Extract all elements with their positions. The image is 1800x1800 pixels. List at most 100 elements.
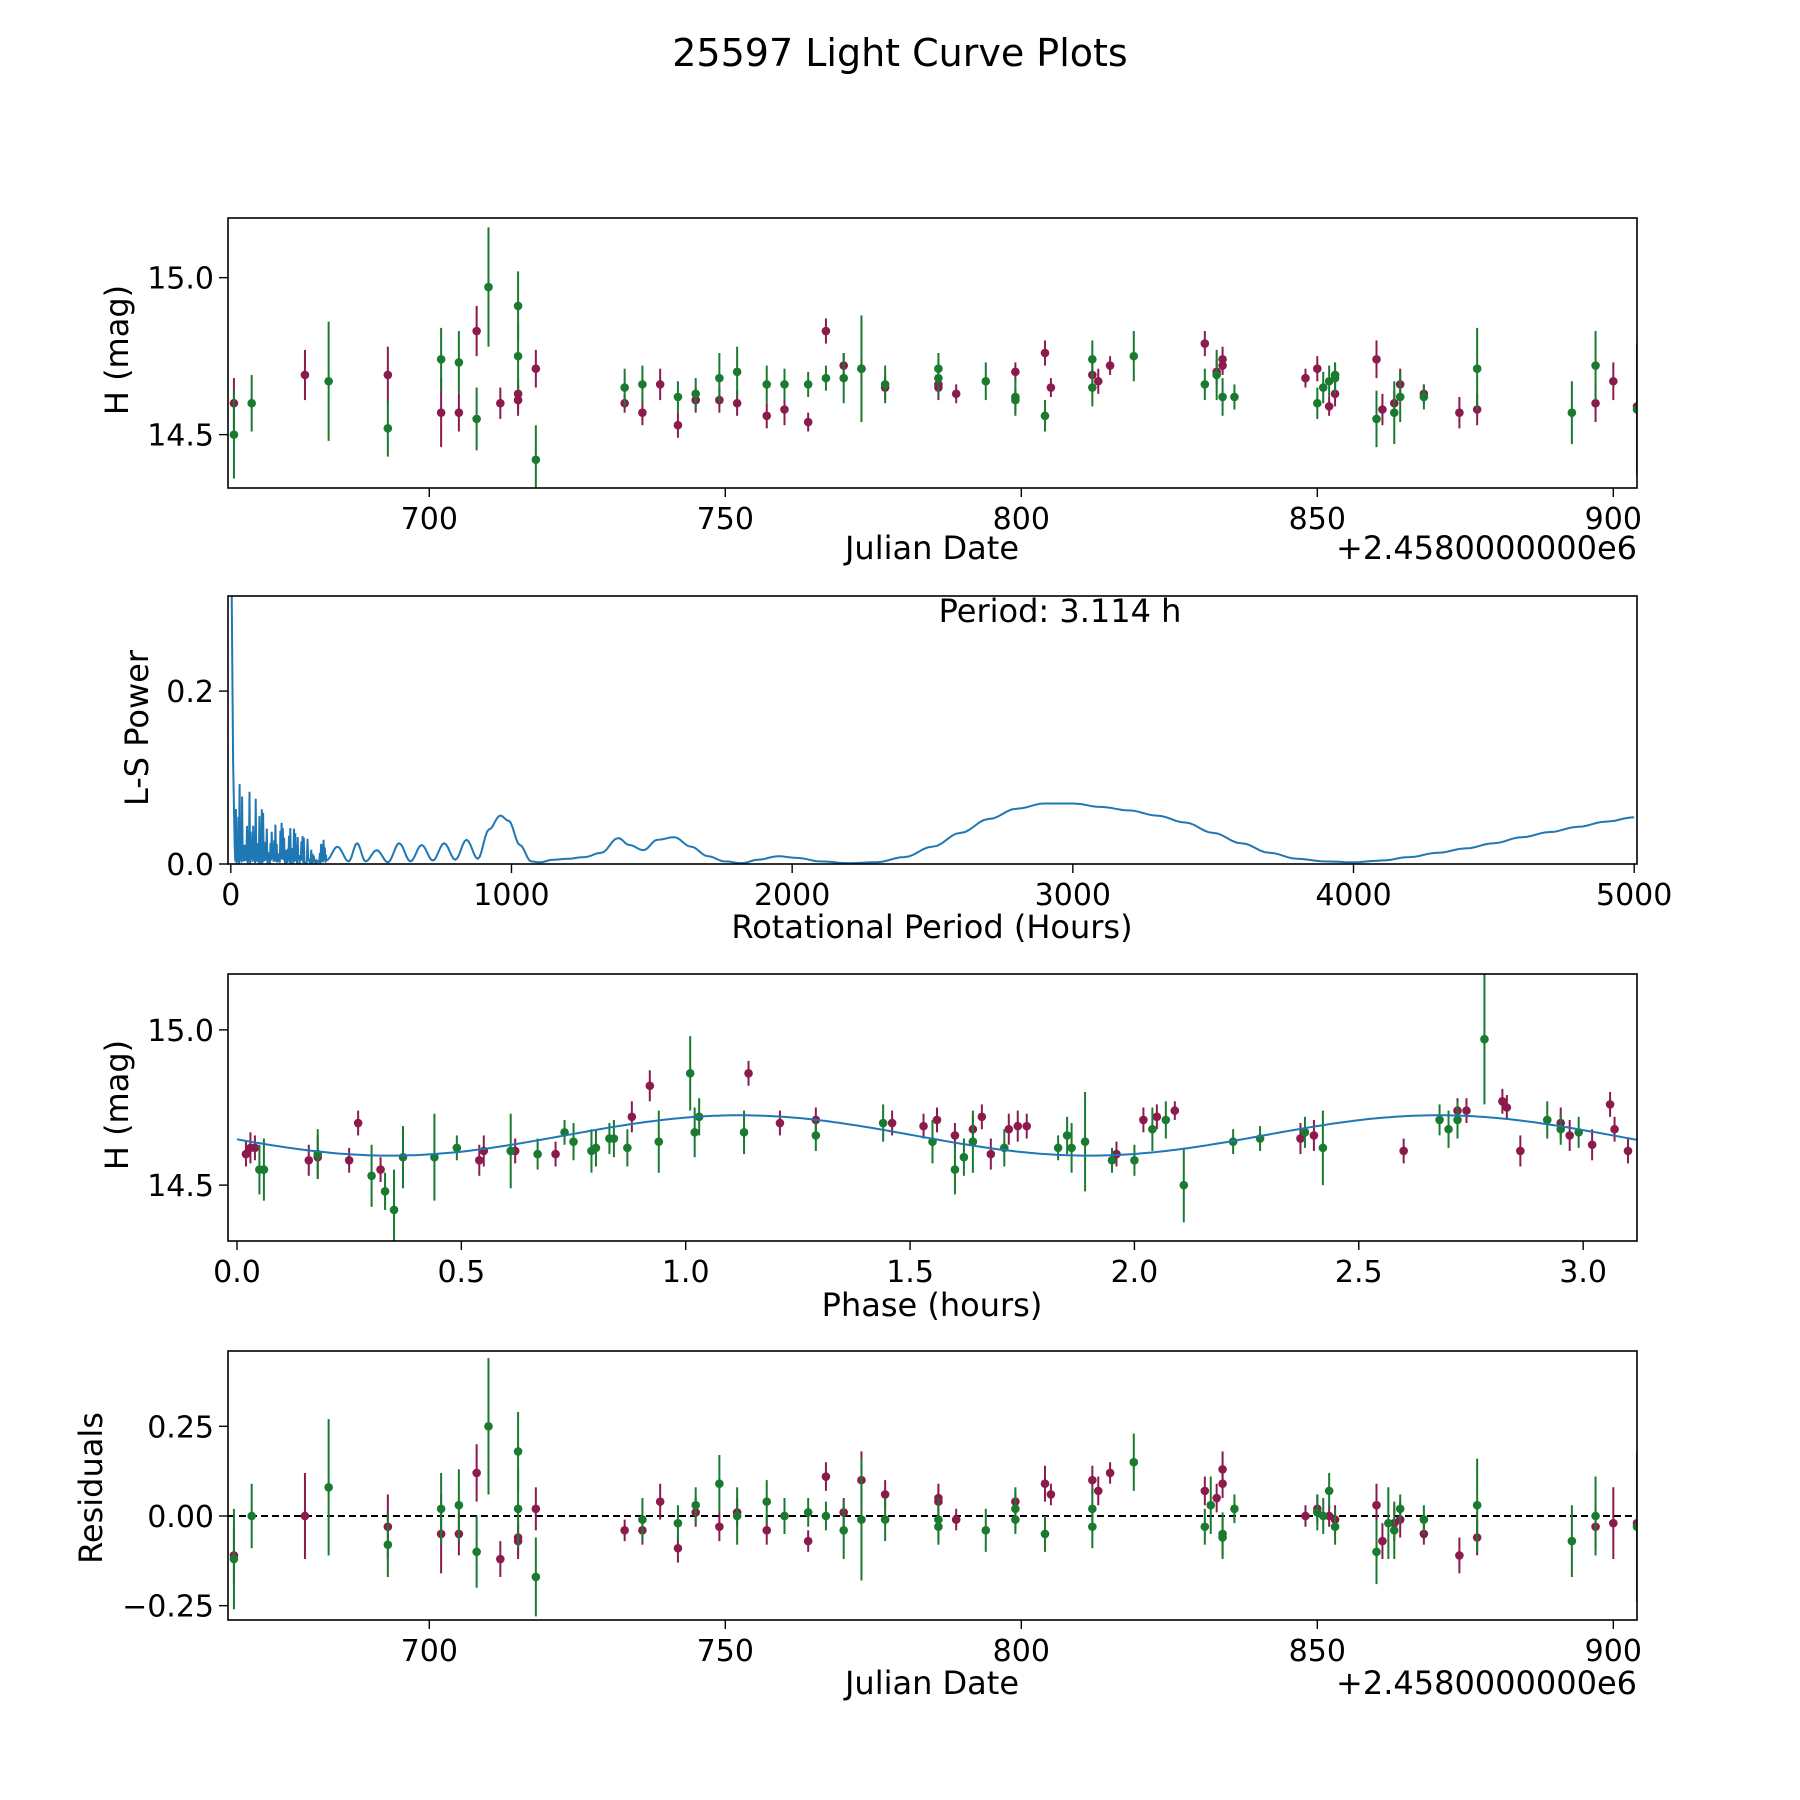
panel-phased: H (mag) Phase (hours) 0.0 0.5 1.0 1.5 2.0 2.5… (98, 973, 1638, 1324)
residuals-point-band_a (1455, 1551, 1464, 1560)
phased-point-band_a (950, 1131, 960, 1140)
lightcurve-ytick-label: 15.0 (147, 262, 214, 297)
periodogram-power-line (230, 596, 1635, 864)
lightcurve-point-band_b (1330, 370, 1340, 380)
lightcurve-point-band_b (1230, 392, 1239, 402)
phased-xlabel: Phase (hours) (822, 1286, 1043, 1324)
phased-point-band_b (685, 1069, 695, 1078)
phased-point-band_b (1300, 1128, 1310, 1137)
lightcurve-point-band_b (1129, 351, 1139, 361)
residuals-point-band_a (1378, 1536, 1387, 1546)
phased-point-band_b (1542, 1115, 1552, 1125)
lightcurve-point-band_b (715, 373, 724, 383)
lightcurve-point-band_a (1324, 402, 1334, 411)
residuals-point-band_a (1212, 1493, 1221, 1503)
periodogram-plot-frame (227, 595, 1638, 865)
phased-point-band_a (353, 1118, 363, 1128)
residuals-point-band_b (229, 1554, 239, 1564)
residuals-point-band_b (803, 1508, 813, 1517)
phased-ytick-label: 14.5 (147, 1169, 214, 1204)
phased-model-curve (236, 1114, 1638, 1157)
lightcurve-point-band_b (1419, 392, 1429, 402)
phased-point-band_a (1587, 1140, 1597, 1150)
lightcurve-point-band_a (1011, 367, 1020, 377)
residuals-point-band_b (1632, 1522, 1637, 1532)
lightcurve-point-band_b (1200, 380, 1210, 389)
lightcurve-point-band_a (673, 420, 683, 430)
residuals-point-band_b (981, 1526, 991, 1535)
lightcurve-point-band_b (229, 430, 239, 439)
lightcurve-point-band_a (454, 408, 464, 417)
lightcurve-point-band_b (324, 376, 333, 386)
residuals-point-band_a (1046, 1490, 1056, 1499)
lightcurve-point-band_b (1088, 354, 1097, 364)
phased-point-band_a (1309, 1131, 1319, 1140)
phased-points-layer (241, 974, 1633, 1241)
residuals-point-band_b (1088, 1522, 1097, 1532)
periodogram-xtick-label: 3000 (1035, 878, 1111, 913)
lightcurve-point-band_b (484, 282, 493, 292)
lightcurve-point-band_a (1372, 354, 1381, 364)
residuals-point-band_a (1372, 1500, 1381, 1510)
lightcurve-point-band_b (513, 301, 523, 311)
residuals-point-band_b (1395, 1504, 1405, 1514)
periodogram-xtick-label: 4000 (1315, 878, 1391, 913)
phased-point-band_b (506, 1146, 515, 1156)
phased-point-band_a (1399, 1146, 1408, 1156)
lightcurve-point-band_a (1313, 364, 1322, 373)
lightcurve-point-band_a (803, 417, 813, 427)
phased-point-band_a (1296, 1134, 1305, 1143)
residuals-point-band_a (715, 1522, 724, 1532)
residuals-xlabel: Julian Date (843, 1664, 1019, 1702)
lightcurve-point-band_a (655, 380, 665, 389)
residuals-xtick-label: 700 (401, 1634, 458, 1669)
residuals-point-band_b (880, 1515, 890, 1524)
residuals-point-band_b (1129, 1457, 1139, 1467)
residuals-point-band_b (484, 1422, 493, 1431)
residuals-point-band_b (1591, 1511, 1600, 1521)
lightcurve-point-band_a (1218, 354, 1227, 364)
residuals-point-band_a (1105, 1468, 1115, 1478)
phased-point-band_a (376, 1165, 385, 1174)
lightcurve-point-band_a (436, 408, 446, 417)
residuals-offset-label: +2.4580000000e6 (1336, 1664, 1637, 1702)
residuals-ytick-label: 0.25 (147, 1410, 214, 1445)
lightcurve-point-band_b (1313, 398, 1322, 408)
residuals-point-band_a (1093, 1486, 1103, 1496)
phased-point-band_b (1080, 1137, 1090, 1146)
residuals-point-band_b (247, 1511, 256, 1521)
lightcurve-point-band_a (383, 370, 393, 380)
residuals-point-band_b (638, 1515, 647, 1524)
lightcurve-point-band_b (638, 380, 647, 389)
lightcurve-point-band_a (1455, 408, 1464, 417)
residuals-point-band_a (1040, 1479, 1050, 1489)
lightcurve-point-band_a (513, 389, 523, 399)
residuals-point-band_b (1372, 1547, 1381, 1557)
phased-point-band_b (1130, 1155, 1139, 1165)
phased-point-band_a (551, 1149, 560, 1159)
phased-plot-frame (227, 973, 1638, 1242)
lightcurve-point-band_b (1395, 392, 1405, 402)
lightcurve-point-band_a (951, 389, 961, 399)
lightcurve-point-band_b (1632, 405, 1637, 414)
phased-point-band_b (591, 1143, 601, 1153)
residuals-point-band_b (454, 1500, 464, 1510)
lightcurve-point-band_a (531, 364, 541, 373)
lightcurve-point-band_a (300, 370, 310, 380)
lightcurve-xlabel: Julian Date (843, 529, 1019, 567)
residuals-point-band_b (715, 1479, 724, 1489)
lightcurve-point-band_a (1301, 373, 1310, 383)
phased-point-band_b (959, 1152, 969, 1162)
phased-point-band_b (1161, 1115, 1171, 1125)
phased-point-band_b (1444, 1124, 1453, 1134)
lightcurve-point-band_b (880, 380, 890, 389)
phased-point-band_a (1022, 1121, 1032, 1131)
periodogram-ytick-label: 0.2 (166, 675, 214, 710)
phased-point-band_b (533, 1149, 542, 1159)
phased-point-band_b (654, 1137, 664, 1146)
residuals-point-band_b (1218, 1533, 1227, 1542)
residuals-point-band_a (300, 1511, 310, 1521)
phased-point-band_a (932, 1115, 942, 1125)
lightcurve-point-band_a (472, 326, 481, 336)
phased-point-band_b (1148, 1124, 1157, 1134)
